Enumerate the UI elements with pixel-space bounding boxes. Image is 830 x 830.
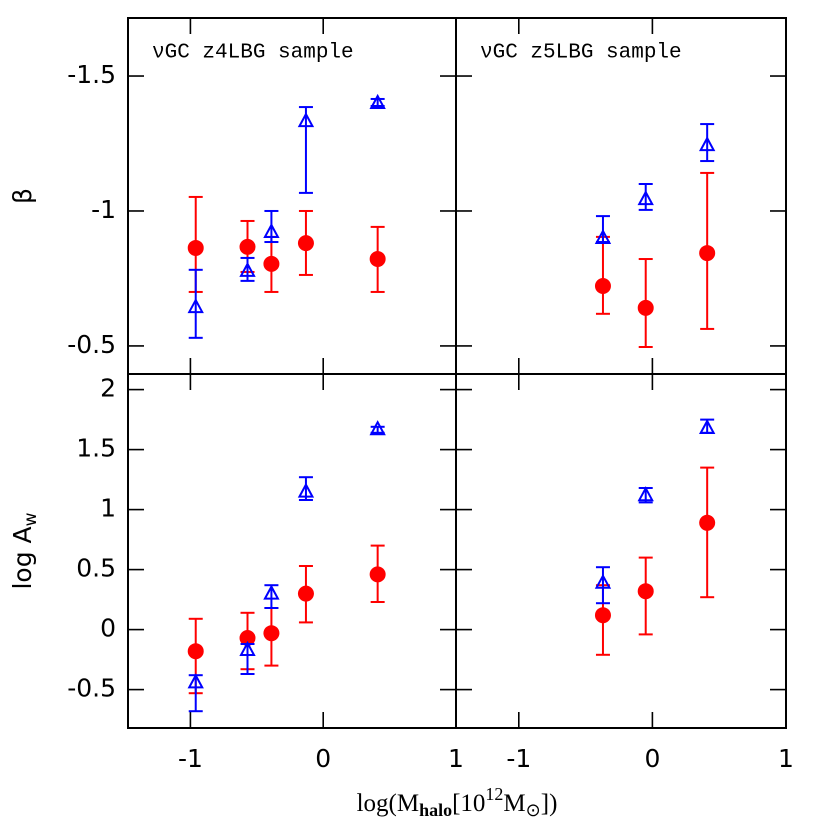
data-point: [263, 255, 280, 272]
y-tick-label: 2: [100, 374, 116, 403]
x-axis-label-part: M: [503, 790, 525, 817]
x-axis-label-part: 12: [485, 784, 503, 804]
panel-label: νGC z4LBG sample: [152, 42, 354, 65]
data-point: [187, 673, 204, 689]
y-tick-label: -1.5: [67, 60, 116, 89]
data-point: [369, 93, 386, 110]
data-point: [594, 573, 612, 589]
panel-frame: [455, 17, 787, 375]
y-tick-label: 0: [100, 614, 116, 643]
data-point: [369, 566, 386, 583]
error-bar: [298, 106, 313, 194]
data-point: [698, 418, 716, 434]
data-point: [594, 607, 611, 624]
data-point: [637, 190, 654, 206]
panel-frame: [127, 373, 457, 729]
data-point: [369, 420, 386, 436]
y-tick-label: 1.5: [76, 434, 116, 463]
x-axis-label-part: halo: [419, 800, 452, 820]
x-axis-label-part: [10: [452, 790, 485, 817]
y-axis-label: β: [8, 188, 37, 204]
data-point: [297, 235, 314, 252]
x-axis-label-part: log(M: [357, 790, 420, 817]
data-point: [699, 514, 716, 531]
panel-frame: [455, 373, 787, 729]
data-point: [297, 482, 315, 498]
x-axis-label-part: ⊙: [526, 800, 541, 820]
data-point: [637, 583, 654, 600]
y-tick-label: 1: [100, 494, 116, 523]
error-bar: [700, 123, 715, 163]
data-point: [239, 261, 256, 277]
y-tick-label: -0.5: [67, 674, 116, 703]
data-point: [239, 640, 256, 656]
data-point: [297, 585, 314, 602]
x-tick-label: 1: [778, 744, 794, 773]
y-axis-label-part: β: [8, 188, 37, 204]
x-tick-label: 0: [315, 744, 331, 773]
y-axis-label-part: w: [21, 512, 41, 526]
error-bar: [595, 566, 610, 605]
y-axis-label: log Aw: [8, 512, 41, 589]
x-tick-label: 1: [448, 744, 464, 773]
data-point: [698, 136, 716, 152]
data-point: [637, 486, 654, 502]
data-point: [637, 299, 654, 316]
error-bar: [595, 235, 610, 315]
x-tick-label: -1: [506, 744, 531, 773]
y-tick-label: -0.5: [67, 330, 116, 359]
x-tick-label: 0: [644, 744, 660, 773]
error-bar: [188, 268, 203, 339]
y-axis-label-part: log A: [8, 526, 37, 589]
data-point: [263, 222, 280, 239]
data-point: [699, 245, 716, 262]
error-bar: [638, 182, 653, 211]
data-point: [187, 239, 204, 256]
data-point: [594, 278, 611, 295]
data-point: [239, 630, 256, 646]
x-axis-label: log(Mhalo[1012M⊙]): [357, 784, 558, 820]
y-tick-label: 0.5: [76, 554, 116, 583]
data-point: [297, 112, 315, 128]
error-bar: [700, 466, 715, 599]
panel-label: νGC z5LBG sample: [480, 42, 682, 65]
x-tick-label: -1: [178, 744, 203, 773]
data-point: [239, 238, 256, 255]
panel-frame: [127, 17, 457, 375]
data-point: [263, 625, 280, 642]
data-point: [369, 251, 386, 268]
x-axis-label-part: ]): [541, 790, 558, 817]
data-point: [594, 228, 612, 244]
data-point: [187, 297, 204, 314]
data-point: [263, 584, 280, 600]
data-point: [187, 643, 204, 660]
y-tick-label: -1: [91, 195, 116, 224]
error-bar: [240, 256, 255, 282]
